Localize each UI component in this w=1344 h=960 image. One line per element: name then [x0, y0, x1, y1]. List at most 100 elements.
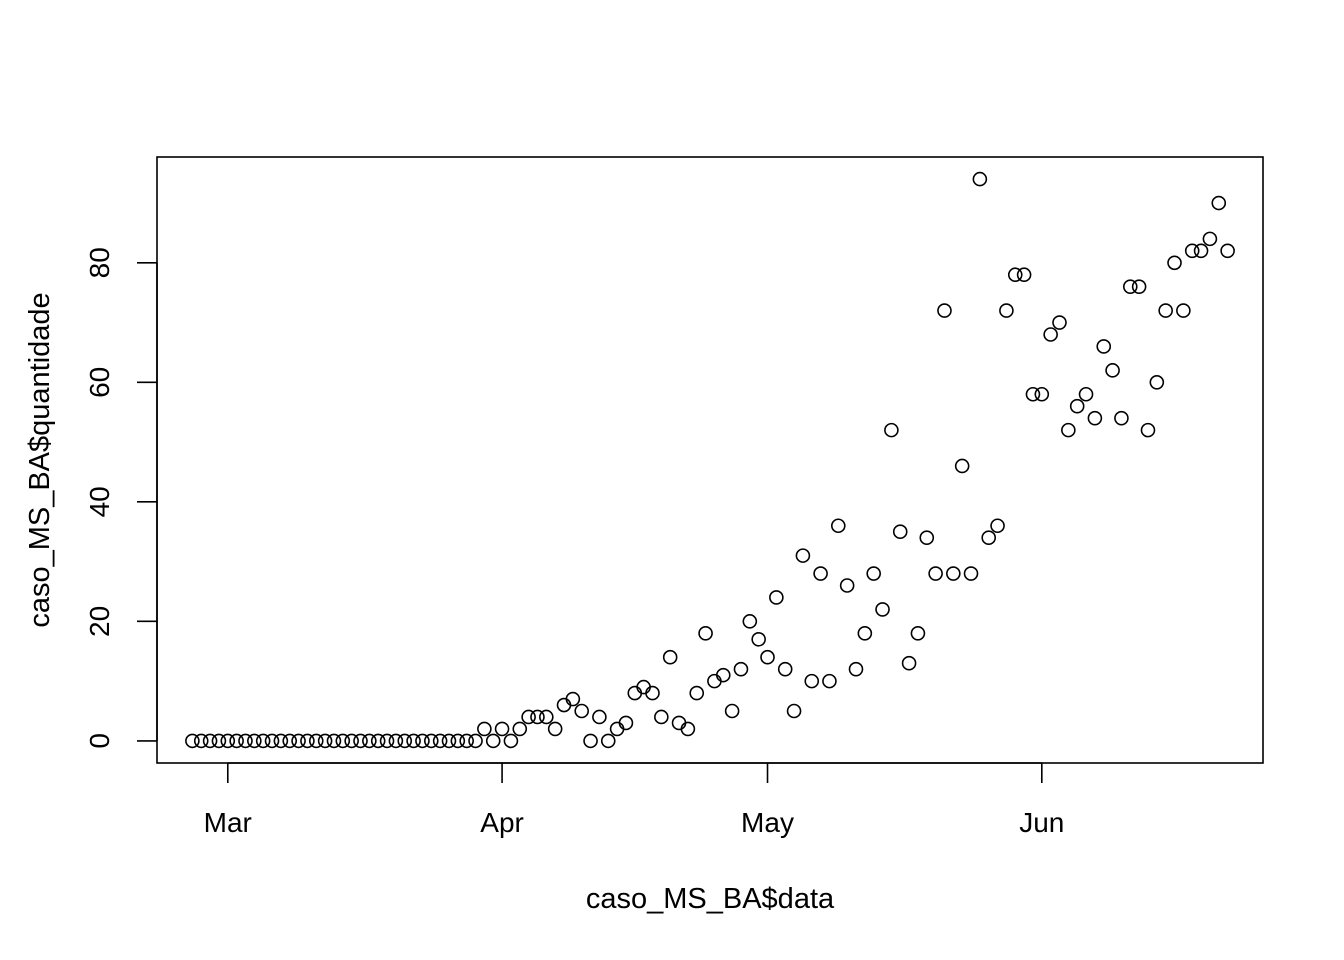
data-point — [954, 458, 970, 474]
data-point — [830, 518, 846, 534]
x-tick-label: Jun — [1019, 807, 1064, 838]
data-point — [654, 709, 669, 725]
data-point — [795, 548, 811, 563]
data-point — [539, 709, 554, 725]
data-point — [671, 715, 687, 731]
data-point — [415, 733, 430, 749]
data-point — [1034, 386, 1050, 402]
data-point — [432, 733, 448, 749]
data-point — [1025, 386, 1041, 402]
data-point — [1184, 243, 1200, 259]
data-point — [963, 566, 979, 581]
data-point — [839, 578, 855, 593]
data-point — [645, 685, 660, 701]
data-point — [282, 733, 298, 749]
data-point — [1140, 422, 1156, 438]
data-point — [981, 530, 997, 545]
plot-frame — [156, 156, 1264, 764]
y-tick-label: 80 — [84, 247, 115, 278]
data-point — [715, 667, 731, 683]
x-tick-label: Mar — [204, 807, 252, 838]
data-point — [273, 733, 289, 749]
data-point — [441, 733, 457, 749]
data-point — [636, 679, 651, 695]
data-point — [565, 691, 581, 707]
data-point — [910, 626, 926, 641]
data-points — [185, 171, 1235, 749]
data-point — [459, 733, 474, 749]
data-point — [1105, 363, 1120, 378]
data-point — [751, 631, 766, 647]
data-point — [1096, 339, 1112, 354]
data-point — [494, 721, 510, 737]
data-point — [202, 733, 218, 749]
data-point — [742, 614, 758, 629]
data-point — [1202, 231, 1218, 247]
data-point — [698, 626, 713, 641]
data-point — [264, 733, 280, 749]
data-point — [379, 733, 395, 749]
data-point — [609, 721, 625, 737]
y-tick-label: 40 — [84, 486, 115, 517]
data-point — [786, 703, 802, 719]
data-point — [1043, 327, 1058, 342]
data-point — [1167, 255, 1182, 271]
data-point — [866, 566, 881, 581]
data-point — [521, 709, 536, 725]
data-point — [1007, 267, 1023, 283]
data-point — [193, 733, 209, 749]
data-point — [822, 673, 837, 689]
data-point — [592, 709, 607, 725]
data-point — [1078, 386, 1094, 402]
data-point — [1176, 303, 1191, 318]
data-point — [530, 709, 545, 725]
data-point — [857, 626, 873, 641]
data-point — [999, 303, 1014, 318]
data-point — [1149, 375, 1165, 390]
data-point — [1052, 315, 1067, 330]
y-axis-title: caso_MS_BA$quantidade — [24, 292, 56, 627]
data-point — [255, 733, 271, 749]
data-point — [1211, 195, 1227, 211]
data-point — [618, 715, 634, 731]
y-axis: 0 20 40 60 80 — [84, 247, 158, 749]
data-point — [326, 733, 342, 749]
data-point — [760, 649, 775, 665]
data-point — [1193, 243, 1209, 259]
data-point — [220, 733, 236, 749]
data-point — [503, 733, 519, 749]
data-point — [211, 733, 227, 749]
x-tick-label: Apr — [480, 807, 524, 838]
data-point — [247, 733, 262, 749]
data-point — [848, 661, 864, 677]
data-point — [627, 685, 643, 701]
data-point — [362, 733, 377, 749]
data-point — [335, 733, 351, 749]
data-point — [946, 566, 961, 581]
data-point — [185, 733, 200, 749]
data-point — [547, 721, 563, 737]
data-point — [724, 703, 740, 719]
x-axis-title: caso_MS_BA$data — [586, 883, 835, 915]
data-point — [1158, 303, 1173, 318]
data-point — [477, 721, 492, 737]
data-point — [397, 733, 413, 749]
data-point — [990, 518, 1005, 534]
data-point — [423, 733, 439, 749]
data-point — [972, 171, 988, 187]
data-point — [468, 733, 483, 749]
x-tick-label: May — [741, 807, 794, 838]
data-point — [308, 733, 324, 749]
data-point — [1131, 279, 1147, 294]
data-point — [680, 721, 696, 737]
data-point — [1087, 410, 1103, 426]
data-point — [813, 566, 828, 581]
data-point — [707, 673, 722, 689]
data-point — [317, 733, 333, 749]
x-axis: Mar Apr May Jun — [204, 762, 1064, 838]
data-point — [1016, 267, 1032, 283]
data-point — [344, 733, 359, 749]
data-point — [884, 422, 899, 438]
data-point — [892, 524, 908, 540]
